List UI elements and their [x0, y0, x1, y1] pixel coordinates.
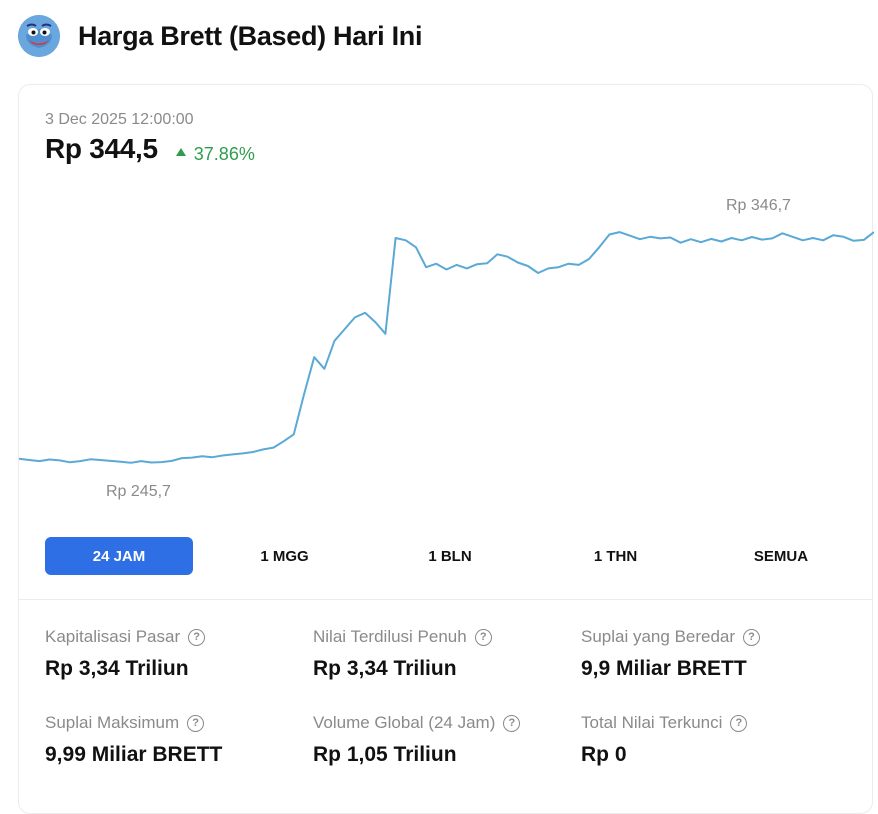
range-tab-1-bln[interactable]: 1 BLN [428, 547, 472, 565]
stat-value: 9,99 Miliar BRETT [45, 743, 223, 766]
price-change-value: 37.86% [193, 143, 255, 164]
stat-item: Kapitalisasi Pasar? Rp 3,34 Triliun [45, 627, 305, 681]
brett-logo-icon [18, 15, 60, 57]
stat-label-row: Kapitalisasi Pasar? [45, 627, 305, 647]
page-title: Harga Brett (Based) Hari Ini [78, 20, 423, 51]
stat-value: 9,9 Miliar BRETT [581, 657, 747, 680]
stat-label-row: Suplai yang Beredar? [581, 627, 841, 647]
price-change: 37.86% [175, 143, 255, 165]
stat-label-row: Suplai Maksimum? [45, 713, 305, 733]
help-icon[interactable]: ? [188, 628, 206, 646]
stat-label-row: Nilai Terdilusi Penuh? [313, 627, 573, 647]
range-tab-1-mgg[interactable]: 1 MGG [260, 547, 309, 565]
help-icon[interactable]: ? [743, 628, 761, 646]
range-tab-1-thn[interactable]: 1 THN [593, 547, 638, 565]
help-icon[interactable]: ? [474, 628, 492, 646]
stat-label: Suplai yang Beredar [581, 627, 736, 646]
stat-item: Suplai Maksimum? 9,99 Miliar BRETT [45, 713, 305, 767]
stat-value: Rp 0 [581, 743, 627, 766]
range-tab-semua[interactable]: SEMUA [753, 547, 809, 565]
price-card: 3 Dec 2025 12:00:00 Rp 344,5 37.86% Rp 3… [18, 84, 875, 814]
stat-label: Suplai Maksimum [45, 713, 180, 732]
stat-item: Nilai Terdilusi Penuh? Rp 3,34 Triliun [313, 627, 573, 681]
price-row: Rp 344,5 37.86% [45, 133, 255, 165]
stat-label-row: Total Nilai Terkunci? [581, 713, 841, 733]
stat-value: Rp 3,34 Triliun [313, 657, 457, 680]
stat-label: Nilai Terdilusi Penuh [313, 627, 467, 646]
stat-item: Volume Global (24 Jam)? Rp 1,05 Triliun [313, 713, 573, 767]
stat-label: Volume Global (24 Jam) [313, 713, 496, 732]
price-chart[interactable]: Rp 346,7 Rp 245,7 [18, 175, 875, 505]
price-series-line [18, 231, 875, 464]
chart-high-label: Rp 346,7 [726, 197, 791, 214]
page-header: Harga Brett (Based) Hari Ini [18, 14, 422, 58]
stat-label-row: Volume Global (24 Jam)? [313, 713, 573, 733]
chart-low-label: Rp 245,7 [106, 483, 171, 500]
help-icon[interactable]: ? [730, 714, 748, 732]
price-timestamp: 3 Dec 2025 12:00:00 [45, 111, 194, 128]
help-icon[interactable]: ? [187, 714, 205, 732]
range-tab-24-jam[interactable]: 24 JAM [45, 537, 193, 575]
current-price: Rp 344,5 [45, 133, 158, 164]
price-chart-svg [18, 231, 875, 464]
stat-label: Total Nilai Terkunci [581, 713, 723, 732]
stat-item: Suplai yang Beredar? 9,9 Miliar BRETT [581, 627, 841, 681]
range-tabs: 24 JAM 1 MGG 1 BLN 1 THN SEMUA [45, 537, 855, 575]
stat-item: Total Nilai Terkunci? Rp 0 [581, 713, 841, 767]
up-triangle-icon [175, 148, 186, 156]
stat-label: Kapitalisasi Pasar [45, 627, 181, 646]
stat-value: Rp 1,05 Triliun [313, 743, 457, 766]
help-icon[interactable]: ? [503, 714, 521, 732]
divider [19, 599, 872, 600]
stat-value: Rp 3,34 Triliun [45, 657, 189, 680]
